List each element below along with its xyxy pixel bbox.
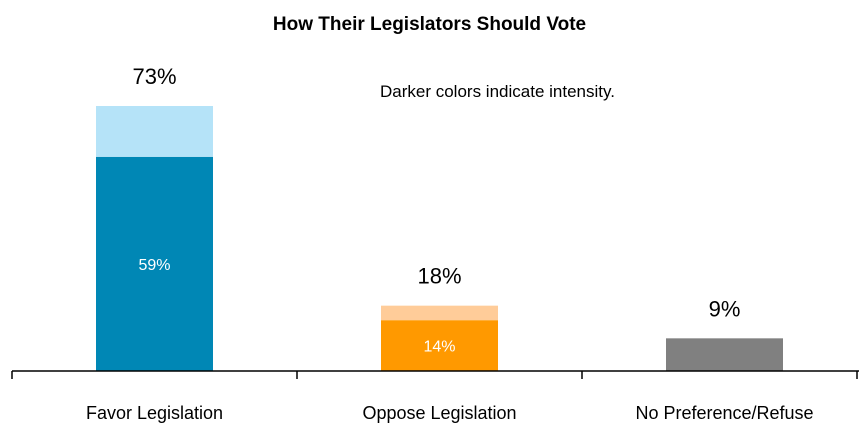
- total-label-no-preference-refuse: 9%: [709, 296, 741, 321]
- bar-intense-no-preference-refuse: [666, 338, 783, 371]
- labels-group: 73% 59% Favor Legislation 18% 14% Oppose Legi…: [86, 64, 814, 423]
- category-label-oppose-legislation: Oppose Legislation: [362, 403, 516, 423]
- bar-light-oppose-legislation: [381, 305, 498, 321]
- bar-intense-oppose-legislation: [381, 320, 498, 371]
- category-label-no-preference-refuse: No Preference/Refuse: [635, 403, 813, 423]
- bar-intense-favor-legislation: [96, 156, 213, 371]
- category-label-favor-legislation: Favor Legislation: [86, 403, 223, 423]
- bars-group: [96, 106, 783, 371]
- bar-light-favor-legislation: [96, 106, 213, 157]
- chart-title: How Their Legislators Should Vote: [273, 14, 586, 35]
- total-label-favor-legislation: 73%: [132, 64, 176, 89]
- inner-label-favor-legislation: 59%: [138, 257, 170, 274]
- inner-label-oppose-legislation: 14%: [423, 339, 455, 356]
- intensity-note: Darker colors indicate intensity.: [380, 82, 615, 101]
- x-axis: [11, 370, 859, 379]
- total-label-oppose-legislation: 18%: [417, 264, 461, 289]
